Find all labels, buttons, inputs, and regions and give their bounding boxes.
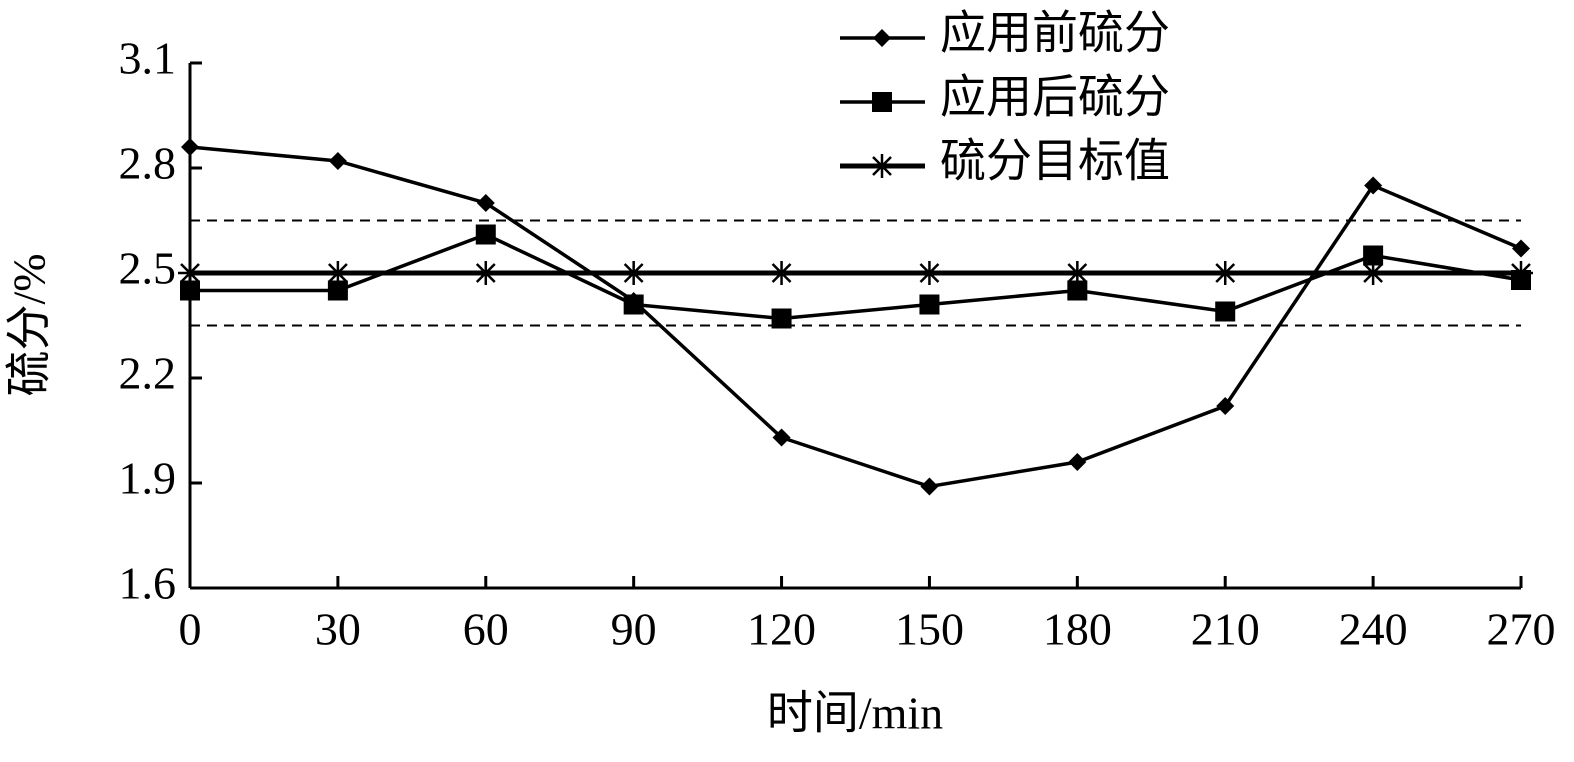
data-point bbox=[1363, 245, 1384, 266]
data-point bbox=[180, 280, 200, 301]
y-tick-label: 2.8 bbox=[119, 138, 177, 189]
data-point bbox=[771, 308, 792, 329]
x-tick-label: 150 bbox=[895, 604, 964, 655]
data-point bbox=[1065, 261, 1090, 285]
data-point bbox=[1067, 280, 1088, 301]
y-tick-label: 2.2 bbox=[119, 348, 177, 399]
x-tick-label: 180 bbox=[1043, 604, 1112, 655]
data-point bbox=[1364, 176, 1383, 195]
data-point bbox=[623, 294, 644, 315]
legend-marker bbox=[870, 154, 894, 178]
data-point bbox=[920, 477, 939, 496]
data-point bbox=[772, 428, 791, 447]
data-point bbox=[1068, 453, 1087, 471]
data-point bbox=[917, 261, 942, 285]
legend-label: 应用前硫分 bbox=[940, 8, 1170, 59]
data-point bbox=[769, 261, 794, 285]
x-tick-label: 60 bbox=[463, 604, 509, 655]
data-point bbox=[327, 280, 348, 301]
x-tick-label: 270 bbox=[1487, 604, 1556, 655]
legend-marker bbox=[873, 29, 891, 47]
data-point bbox=[621, 261, 646, 285]
y-tick-label: 2.5 bbox=[119, 243, 177, 294]
data-point bbox=[1512, 239, 1530, 258]
legend-marker bbox=[872, 92, 892, 112]
x-tick-label: 90 bbox=[611, 604, 657, 655]
x-tick-label: 30 bbox=[315, 604, 361, 655]
data-point bbox=[1361, 261, 1386, 285]
data-point bbox=[181, 138, 199, 156]
data-point bbox=[473, 261, 498, 285]
data-point bbox=[178, 261, 202, 285]
x-tick-label: 0 bbox=[179, 604, 202, 655]
data-point bbox=[1216, 397, 1235, 415]
y-tick-label: 3.1 bbox=[119, 33, 177, 84]
data-point bbox=[919, 294, 940, 315]
x-axis-label: 时间/min bbox=[767, 688, 943, 739]
y-axis-label: 硫分/% bbox=[4, 253, 55, 396]
data-point bbox=[475, 224, 496, 245]
series-line bbox=[189, 145, 1522, 489]
data-point bbox=[1213, 261, 1238, 285]
x-tick-label: 240 bbox=[1339, 604, 1408, 655]
x-tick-label: 120 bbox=[747, 604, 816, 655]
legend-label: 应用后硫分 bbox=[940, 72, 1170, 123]
series-line bbox=[190, 232, 1522, 321]
data-point bbox=[1215, 301, 1236, 322]
data-point bbox=[325, 261, 350, 285]
data-point bbox=[476, 194, 495, 212]
y-tick-label: 1.6 bbox=[119, 558, 177, 609]
legend-label: 硫分目标值 bbox=[940, 136, 1170, 187]
x-tick-label: 210 bbox=[1191, 604, 1260, 655]
y-tick-label: 1.9 bbox=[119, 453, 177, 504]
data-point bbox=[328, 152, 347, 170]
data-point bbox=[1509, 261, 1533, 285]
